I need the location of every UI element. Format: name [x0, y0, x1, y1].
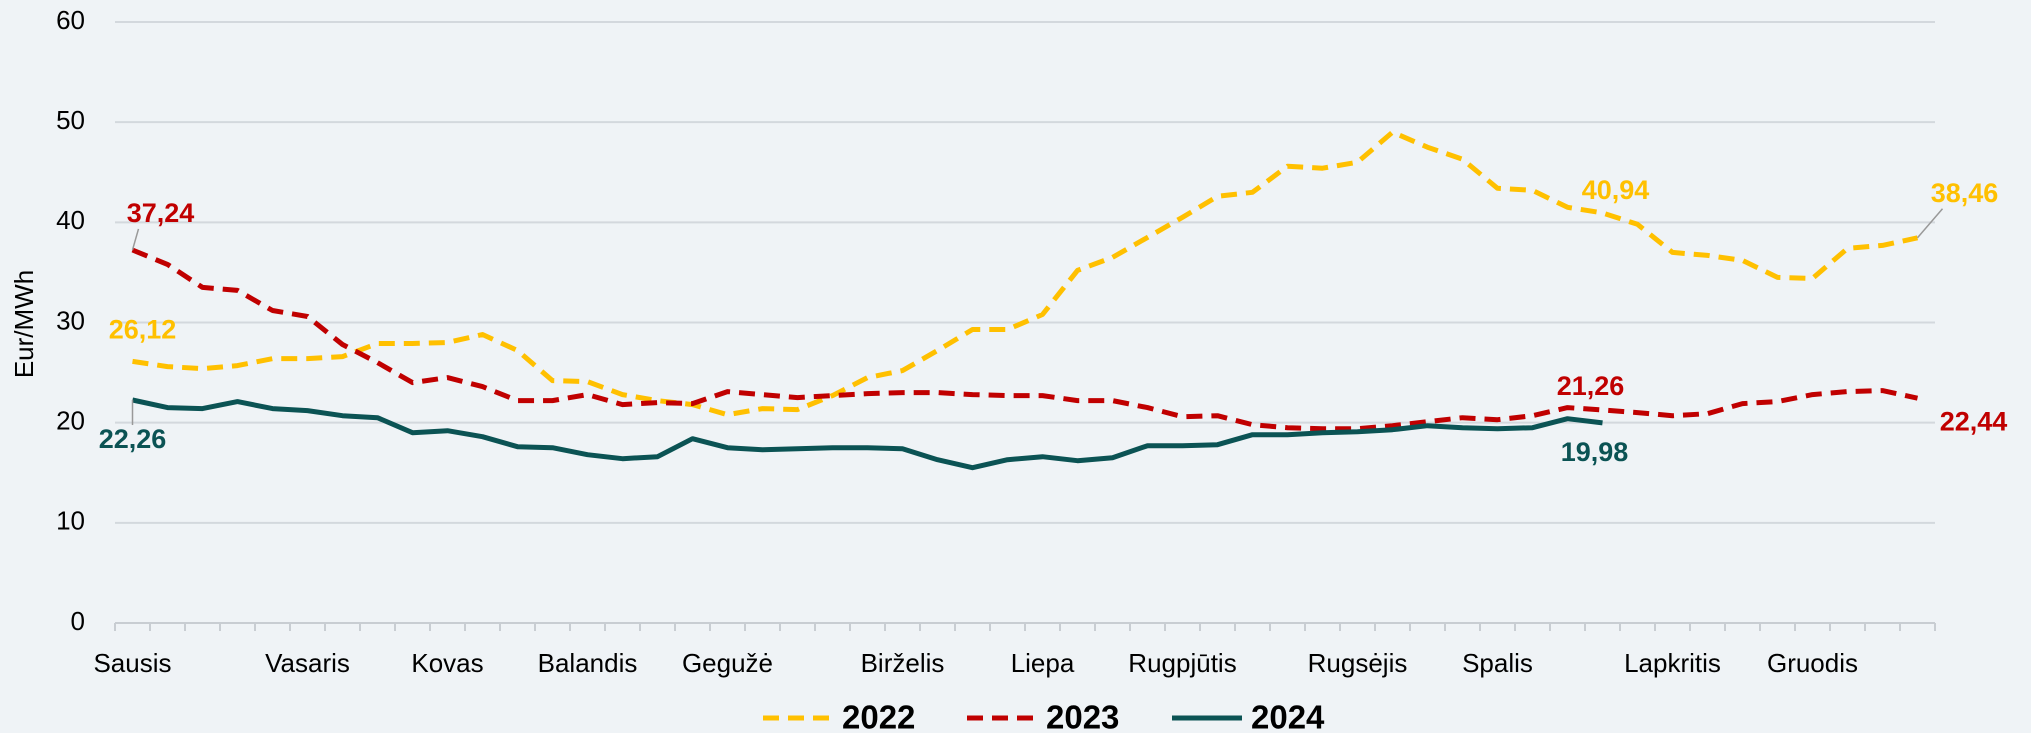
series-line [131, 397, 1603, 471]
y-tick-label: 10 [56, 506, 85, 536]
legend: 2022 2023 2024 [763, 699, 1325, 733]
legend-label: 2024 [1251, 699, 1325, 733]
value-label: 26,12 [109, 314, 177, 344]
x-tick-label: Lapkritis [1624, 648, 1721, 678]
value-label: 40,94 [1582, 175, 1650, 205]
y-axis-title: Eur/MWh [9, 270, 39, 378]
leader-line [131, 228, 140, 251]
y-tick-label: 40 [56, 205, 85, 235]
x-tick-label: Rugsėjis [1308, 648, 1408, 678]
x-tick-label: Rugpjūtis [1128, 648, 1236, 678]
value-label: 19,98 [1561, 437, 1629, 467]
y-tick-label: 0 [71, 606, 85, 636]
x-tick-label: Balandis [538, 648, 638, 678]
x-tick-label: Gruodis [1767, 648, 1858, 678]
value-label: 21,26 [1557, 371, 1625, 401]
y-tick-label: 30 [56, 305, 85, 335]
y-tick-label: 50 [56, 105, 85, 135]
x-tick-label: Vasaris [265, 648, 350, 678]
x-tick-label: Gegužė [682, 648, 773, 678]
legend-label: 2023 [1046, 699, 1119, 733]
legend-label: 2022 [842, 699, 915, 733]
x-tick-label: Liepa [1011, 648, 1075, 678]
x-tick-label: Spalis [1462, 648, 1533, 678]
series-line [131, 247, 1919, 432]
y-tick-label: 20 [56, 406, 85, 436]
x-tick-label: Birželis [861, 648, 945, 678]
value-label: 22,26 [99, 424, 167, 454]
value-label: 37,24 [127, 198, 195, 228]
value-label: 38,46 [1931, 178, 1999, 208]
leader-line [1916, 208, 1944, 239]
y-tick-label: 60 [56, 5, 85, 35]
series-line [132, 129, 1919, 418]
x-tick-label: Sausis [93, 648, 171, 678]
value-label: 22,44 [1940, 406, 2008, 436]
x-tick-label: Kovas [411, 648, 483, 678]
